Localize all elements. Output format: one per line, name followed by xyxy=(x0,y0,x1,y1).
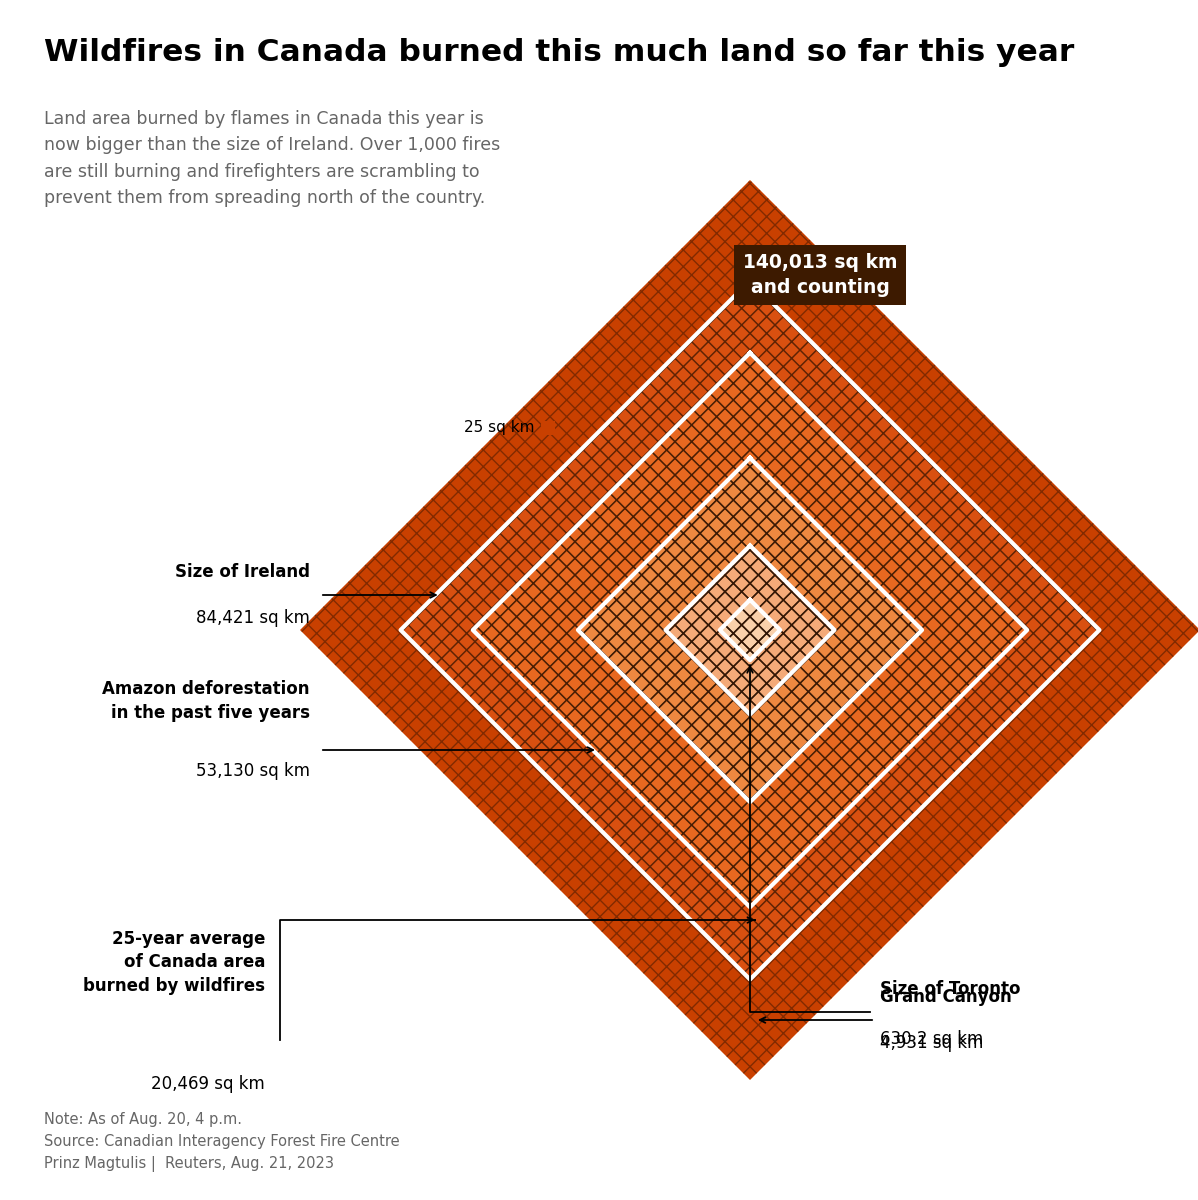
Polygon shape xyxy=(400,281,1100,979)
Polygon shape xyxy=(720,600,780,660)
Text: 4,931 sq km: 4,931 sq km xyxy=(881,1034,984,1052)
Text: Land area burned by flames in Canada this year is
now bigger than the size of Ir: Land area burned by flames in Canada thi… xyxy=(44,110,501,208)
Text: 25 sq km: 25 sq km xyxy=(464,420,534,434)
Polygon shape xyxy=(577,458,922,802)
Text: Amazon deforestation
in the past five years: Amazon deforestation in the past five ye… xyxy=(103,680,310,722)
Polygon shape xyxy=(666,546,835,714)
Text: Grand Canyon: Grand Canyon xyxy=(881,988,1012,1006)
Text: 84,421 sq km: 84,421 sq km xyxy=(196,608,310,626)
Polygon shape xyxy=(300,180,1198,1080)
Text: 140,013 sq km
and counting: 140,013 sq km and counting xyxy=(743,253,897,296)
Text: 630.2 sq km: 630.2 sq km xyxy=(881,1030,984,1048)
Text: Wildfires in Canada burned this much land so far this year: Wildfires in Canada burned this much lan… xyxy=(44,38,1075,67)
Text: 53,130 sq km: 53,130 sq km xyxy=(196,762,310,780)
Text: Size of Ireland: Size of Ireland xyxy=(175,563,310,581)
Text: Size of Toronto: Size of Toronto xyxy=(881,980,1021,998)
Text: 20,469 sq km: 20,469 sq km xyxy=(151,1075,265,1093)
Text: 25-year average
of Canada area
burned by wildfires: 25-year average of Canada area burned by… xyxy=(83,930,265,995)
Polygon shape xyxy=(473,353,1027,907)
Bar xyxy=(540,420,555,434)
Text: Prinz Magtulis |  Reuters, Aug. 21, 2023: Prinz Magtulis | Reuters, Aug. 21, 2023 xyxy=(44,1156,334,1172)
Text: Source: Canadian Interagency Forest Fire Centre: Source: Canadian Interagency Forest Fire… xyxy=(44,1134,400,1150)
Text: Note: As of Aug. 20, 4 p.m.: Note: As of Aug. 20, 4 p.m. xyxy=(44,1112,242,1127)
